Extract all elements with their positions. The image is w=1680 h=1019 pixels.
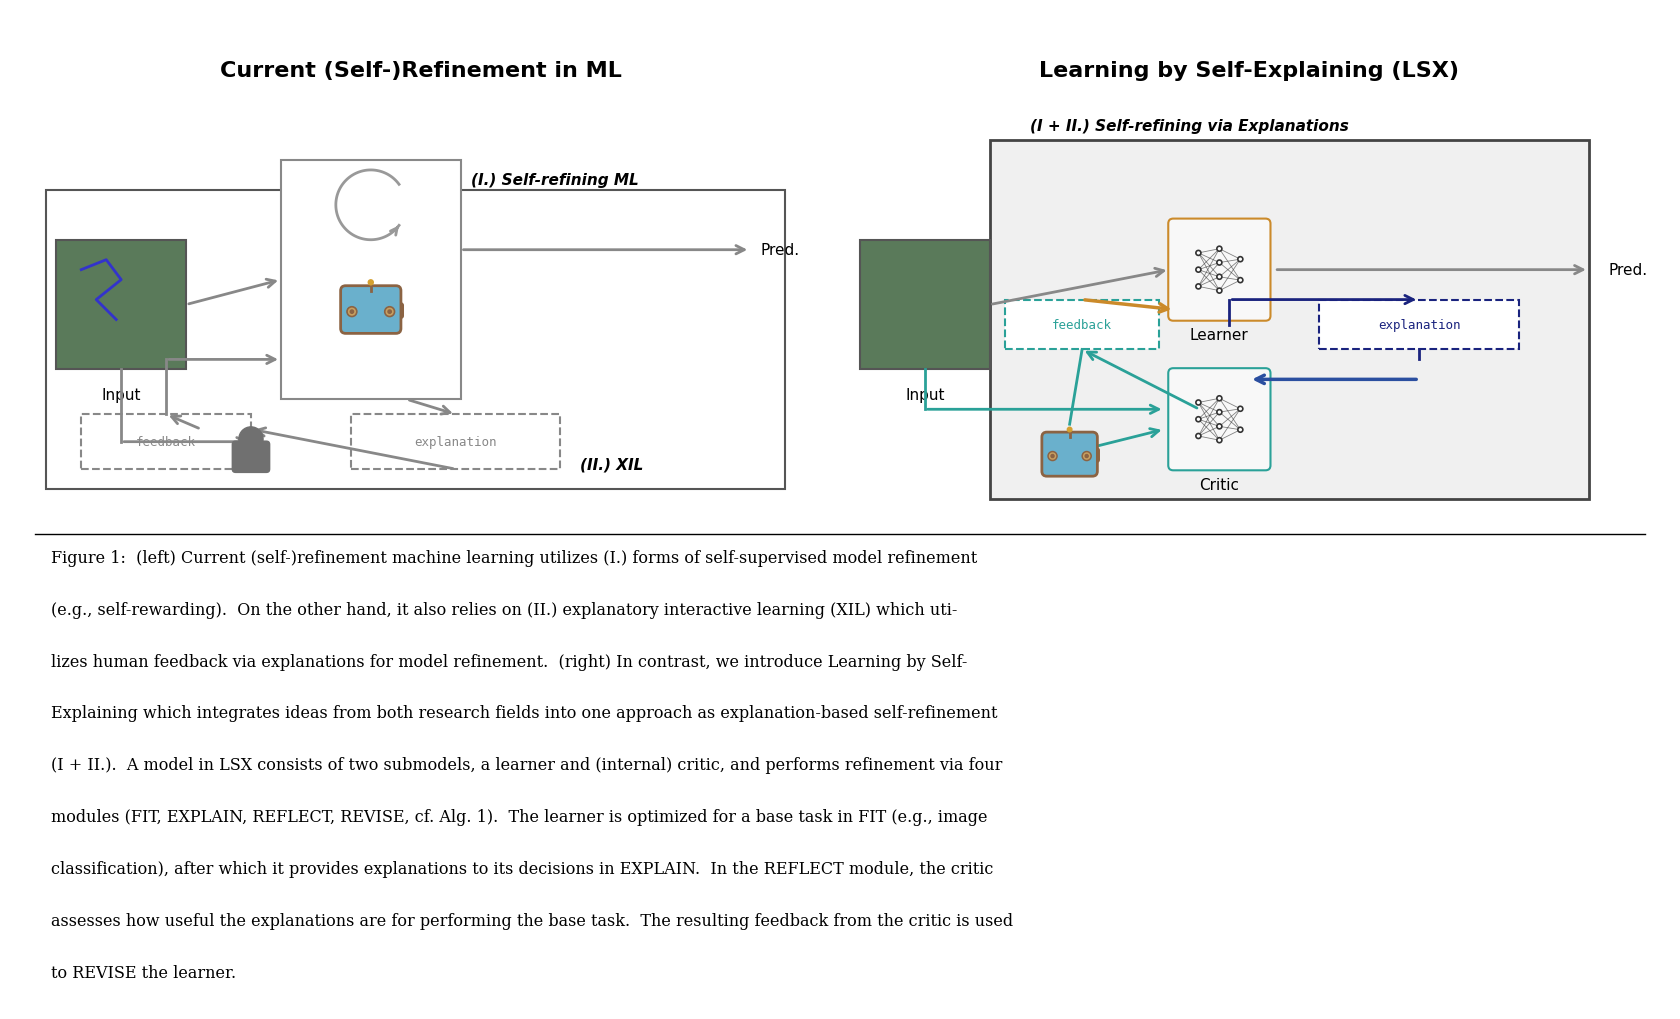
Text: feedback: feedback [1052,319,1112,331]
Circle shape [1082,452,1092,462]
Text: Pred.: Pred. [759,243,800,258]
Circle shape [1196,400,1201,406]
Circle shape [1085,455,1089,459]
Text: assesses how useful the explanations are for performing the base task.  The resu: assesses how useful the explanations are… [52,912,1013,929]
Text: to REVISE the learner.: to REVISE the learner. [52,964,237,981]
Circle shape [1067,428,1072,432]
FancyBboxPatch shape [232,441,270,474]
Circle shape [1216,288,1221,293]
Text: Current (Self-)Refinement in ML: Current (Self-)Refinement in ML [220,61,622,82]
Circle shape [1238,278,1243,283]
Circle shape [386,309,393,316]
Text: Input: Input [101,387,141,403]
Circle shape [1196,434,1201,439]
FancyBboxPatch shape [1168,219,1270,321]
Text: (I + II.).  A model in LSX consists of two submodels, a learner and (internal) c: (I + II.). A model in LSX consists of tw… [52,756,1003,773]
Circle shape [1238,428,1243,433]
FancyBboxPatch shape [341,286,402,334]
Circle shape [388,311,391,314]
Circle shape [1238,407,1243,412]
Text: explanation: explanation [1378,319,1460,331]
FancyBboxPatch shape [1319,301,1519,351]
FancyBboxPatch shape [281,161,460,399]
FancyBboxPatch shape [1045,449,1053,463]
Circle shape [1196,251,1201,256]
Text: classification), after which it provides explanations to its decisions in EXPLAI: classification), after which it provides… [52,860,993,877]
FancyBboxPatch shape [393,304,403,319]
Text: (I + II.) Self-refining via Explanations: (I + II.) Self-refining via Explanations [1030,118,1349,133]
Text: Learning by Self-Explaining (LSX): Learning by Self-Explaining (LSX) [1040,61,1460,82]
Circle shape [385,308,395,317]
FancyBboxPatch shape [860,240,990,370]
Circle shape [1216,261,1221,266]
Circle shape [1216,425,1221,429]
Circle shape [1050,453,1055,460]
Text: Explaining which integrates ideas from both research fields into one approach as: Explaining which integrates ideas from b… [52,705,998,721]
Text: Critic: Critic [1200,477,1240,492]
Text: modules (FIT, EXPLAIN, REFLECT, REVISE, cf. Alg. 1).  The learner is optimized f: modules (FIT, EXPLAIN, REFLECT, REVISE, … [52,808,988,825]
Circle shape [1238,258,1243,263]
FancyBboxPatch shape [1042,433,1097,477]
FancyBboxPatch shape [990,141,1589,499]
Text: Figure 1:  (left) Current (self-)refinement machine learning utilizes (I.) forms: Figure 1: (left) Current (self-)refineme… [52,549,978,567]
Circle shape [1216,438,1221,443]
Circle shape [1216,247,1221,252]
Circle shape [1216,411,1221,415]
Circle shape [368,280,373,285]
Text: feedback: feedback [136,436,197,448]
Text: Pred.: Pred. [1609,263,1648,278]
Text: (e.g., self-rewarding).  On the other hand, it also relies on (II.) explanatory : (e.g., self-rewarding). On the other han… [52,601,958,619]
FancyBboxPatch shape [351,415,561,470]
Text: Learner: Learner [1189,328,1248,342]
Circle shape [348,309,354,316]
FancyBboxPatch shape [1090,449,1099,463]
FancyBboxPatch shape [344,304,353,319]
Circle shape [1048,452,1057,462]
Circle shape [1196,268,1201,273]
Text: (I.) Self-refining ML: (I.) Self-refining ML [470,173,638,189]
FancyBboxPatch shape [57,240,186,370]
Circle shape [1084,453,1090,460]
Text: Input: Input [906,387,944,403]
FancyBboxPatch shape [47,191,785,489]
Circle shape [1052,455,1053,459]
Text: explanation: explanation [415,436,497,448]
FancyBboxPatch shape [1005,301,1159,351]
Circle shape [239,427,264,451]
Circle shape [349,311,353,314]
FancyBboxPatch shape [1168,369,1270,471]
Circle shape [1216,396,1221,401]
Text: (II.) XIL: (II.) XIL [580,458,643,472]
Text: lizes human feedback via explanations for model refinement.  (right) In contrast: lizes human feedback via explanations fo… [52,653,968,669]
Circle shape [1196,418,1201,422]
FancyBboxPatch shape [81,415,250,470]
Circle shape [1196,284,1201,289]
Circle shape [1216,275,1221,280]
Circle shape [346,308,356,317]
